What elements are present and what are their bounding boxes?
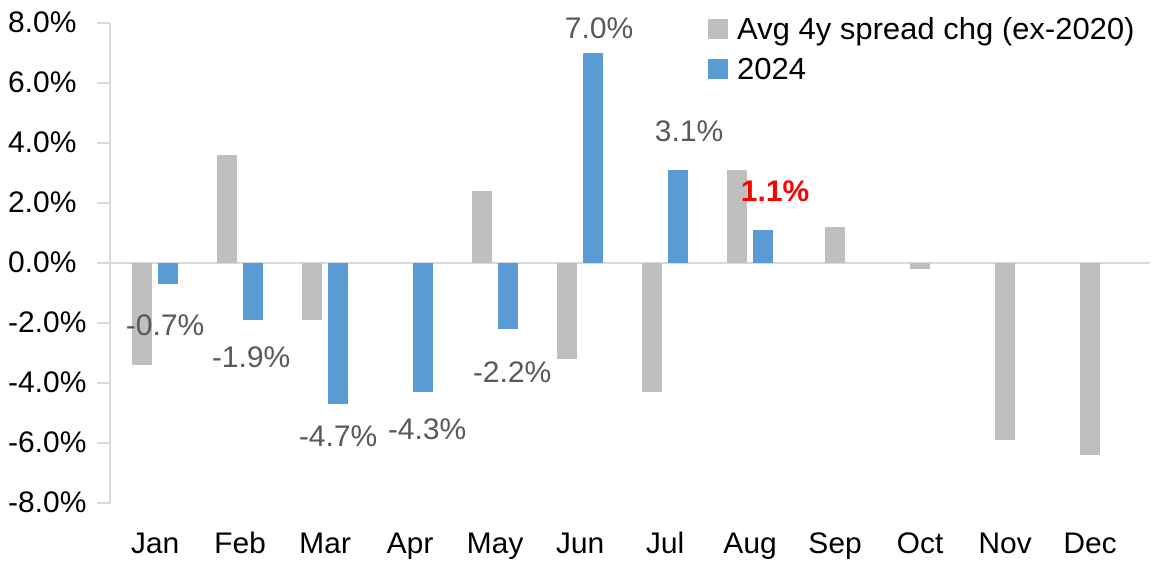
y-axis-tick — [97, 82, 110, 84]
legend: Avg 4y spread chg (ex-2020) 2024 — [708, 12, 1135, 92]
data-label-mar: -4.7% — [298, 420, 378, 453]
data-label-feb: -1.9% — [211, 341, 291, 374]
x-axis-label-may: May — [466, 527, 524, 560]
y-axis-tick — [97, 22, 110, 24]
y-axis-label: -6.0% — [8, 426, 87, 459]
x-axis-label-aug: Aug — [723, 527, 777, 560]
y-axis-label: -2.0% — [8, 306, 87, 339]
bar-avg-spread-feb — [217, 155, 237, 263]
data-label-jan: -0.7% — [125, 309, 205, 342]
y-axis-tick — [97, 262, 110, 264]
legend-swatch-blue — [708, 59, 728, 79]
x-axis-label-nov: Nov — [978, 527, 1032, 560]
legend-label-2024: 2024 — [737, 51, 806, 86]
bar-2024-jan — [158, 263, 178, 284]
y-axis-label: -4.0% — [8, 366, 87, 399]
y-axis-tick — [97, 442, 110, 444]
bar-2024-jun — [583, 53, 603, 263]
data-label-jun: 7.0% — [564, 12, 634, 45]
bar-avg-spread-dec — [1080, 263, 1100, 455]
y-axis-label: 8.0% — [8, 6, 77, 39]
y-axis-tick — [97, 202, 110, 204]
bar-2024-apr — [413, 263, 433, 392]
bar-avg-spread-aug — [727, 170, 747, 263]
y-axis-label: -8.0% — [8, 486, 87, 519]
bar-avg-spread-nov — [995, 263, 1015, 440]
y-axis-tick — [97, 142, 110, 144]
legend-entry-avg-spread: Avg 4y spread chg (ex-2020) — [708, 12, 1135, 46]
bar-avg-spread-jul — [642, 263, 662, 392]
x-axis-label-jan: Jan — [130, 527, 180, 560]
y-axis-label: 4.0% — [8, 126, 77, 159]
bar-avg-spread-mar — [302, 263, 322, 320]
data-label-may: -2.2% — [472, 356, 552, 389]
x-axis-label-dec: Dec — [1063, 527, 1117, 560]
y-axis-tick — [97, 502, 110, 504]
y-axis-tick — [97, 382, 110, 384]
bar-2024-may — [498, 263, 518, 329]
bar-2024-aug — [753, 230, 773, 263]
bar-avg-spread-jan — [132, 263, 152, 365]
y-axis-tick — [97, 322, 110, 324]
bar-2024-feb — [243, 263, 263, 320]
x-axis-label-mar: Mar — [299, 527, 351, 560]
data-label-jul: 3.1% — [654, 115, 724, 148]
y-axis-label: 0.0% — [8, 246, 77, 279]
x-axis-label-apr: Apr — [386, 527, 434, 560]
legend-swatch-gray — [708, 19, 728, 39]
x-axis-label-oct: Oct — [896, 527, 944, 560]
x-axis-label-feb: Feb — [214, 527, 266, 560]
legend-label-avg-spread: Avg 4y spread chg (ex-2020) — [737, 11, 1135, 46]
y-axis-label: 6.0% — [8, 66, 77, 99]
bar-2024-mar — [328, 263, 348, 404]
x-axis-label-jul: Jul — [645, 527, 685, 560]
data-label-aug: 1.1% — [740, 175, 810, 208]
x-axis-label-jun: Jun — [555, 527, 605, 560]
bar-avg-spread-oct — [910, 263, 930, 269]
data-label-apr: -4.3% — [387, 413, 467, 446]
legend-entry-2024: 2024 — [708, 52, 1135, 86]
bar-avg-spread-sep — [825, 227, 845, 263]
x-axis-label-sep: Sep — [808, 527, 862, 560]
bar-2024-jul — [668, 170, 688, 263]
zero-gridline — [109, 262, 1150, 264]
bar-avg-spread-may — [472, 191, 492, 263]
y-axis-label: 2.0% — [8, 186, 77, 219]
bar-avg-spread-jun — [557, 263, 577, 359]
